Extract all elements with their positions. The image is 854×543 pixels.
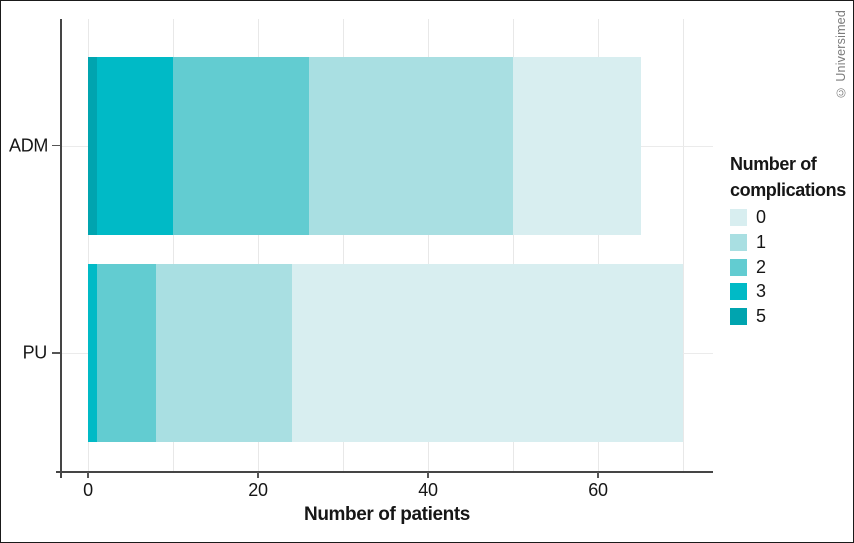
legend-label-5: 5	[756, 306, 766, 327]
x-tick-label-0: 0	[83, 480, 93, 500]
gridline-x-0	[88, 19, 89, 471]
bar-segment-pu-3	[88, 264, 97, 442]
y-tick-pu	[52, 352, 60, 354]
legend-swatch-1	[730, 233, 747, 251]
x-tick-0	[87, 472, 89, 478]
legend: Number of complications 0 1 2 3 5	[730, 151, 846, 331]
legend-items: 0 1 2 3 5	[730, 203, 846, 331]
bar-segment-pu-2	[96, 264, 156, 442]
copyright-credit: © Universimed	[834, 10, 848, 100]
gridline-x-50	[513, 19, 514, 471]
x-tick-label-60: 60	[588, 480, 608, 500]
y-axis-label-pu: PU	[22, 342, 48, 363]
bar-segment-adm-5	[88, 56, 97, 235]
bar-segment-adm-3	[96, 56, 173, 235]
bar-segment-adm-2	[173, 56, 309, 235]
x-tick-label-20: 20	[248, 480, 268, 500]
legend-swatch-0	[730, 209, 747, 226]
legend-item-3: 3	[730, 279, 766, 304]
bar-segment-adm-0	[513, 56, 641, 235]
legend-title-line-2: complications	[730, 180, 846, 200]
legend-title-line-1: Number of	[730, 154, 817, 174]
x-axis-title: Number of patients	[304, 504, 470, 525]
y-axis-line	[60, 19, 62, 478]
x-tick-60	[597, 472, 599, 478]
legend-label-2: 2	[756, 256, 766, 277]
x-tick-label-40: 40	[418, 480, 438, 500]
bar-segment-pu-0	[292, 264, 683, 442]
gridline-x-40	[428, 19, 429, 471]
x-axis-line	[56, 471, 713, 473]
legend-label-1: 1	[756, 231, 766, 252]
legend-title: Number of complications	[730, 151, 846, 203]
gridline-x-30	[343, 19, 344, 471]
legend-swatch-2	[730, 258, 747, 276]
bar-segment-pu-1	[156, 264, 292, 442]
legend-item-0: 0	[730, 205, 766, 230]
x-tick-20	[257, 472, 259, 478]
legend-swatch-3	[730, 283, 747, 301]
gridline-x-10	[173, 19, 174, 471]
legend-item-5: 5	[730, 304, 766, 329]
gridline-x-60	[598, 19, 599, 471]
legend-label-3: 3	[756, 281, 766, 302]
y-axis-label-adm: ADM	[9, 135, 49, 155]
y-tick-adm	[52, 144, 60, 147]
gridline-x-20	[258, 19, 259, 471]
gridline-x-70	[683, 19, 684, 471]
legend-item-1: 1	[730, 230, 766, 255]
legend-item-2: 2	[730, 255, 766, 280]
bar-segment-adm-1	[309, 56, 513, 235]
x-tick-40	[427, 472, 429, 478]
legend-label-0: 0	[756, 207, 766, 227]
legend-swatch-5	[730, 308, 747, 326]
